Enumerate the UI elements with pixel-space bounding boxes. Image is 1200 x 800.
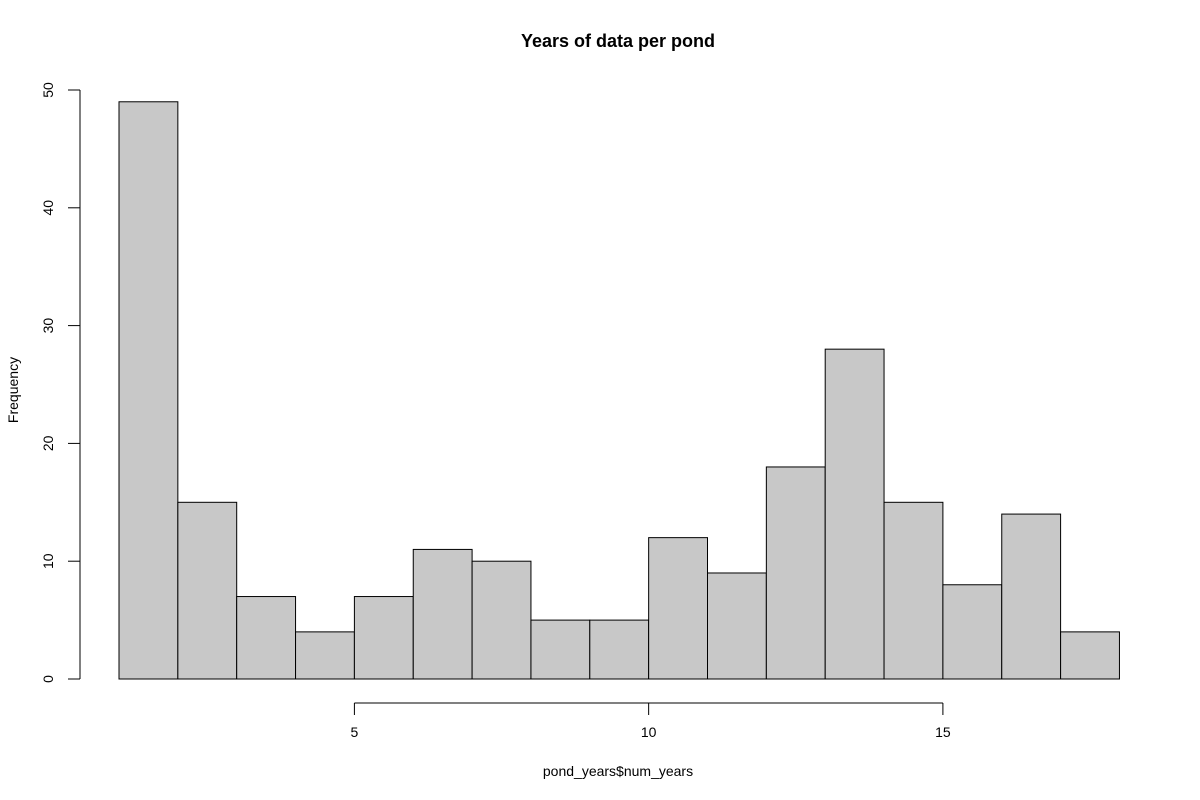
y-tick-label: 30 [40, 318, 56, 334]
histogram-bar-2 [236, 596, 297, 680]
y-tick-label: 10 [40, 553, 56, 569]
histogram-bar-10 [707, 572, 767, 680]
x-tick-label: 15 [935, 724, 951, 740]
y-axis-label: Frequency [5, 357, 21, 423]
bars-group [118, 101, 1120, 680]
y-axis: 0 10 20 30 40 50 [40, 82, 81, 683]
histogram-bar-4 [353, 596, 414, 680]
histogram-bar-11 [765, 466, 826, 680]
y-tick-label: 40 [40, 200, 56, 216]
histogram-bar-0 [118, 101, 179, 680]
y-tick-label: 20 [40, 435, 56, 451]
histogram-bar-16 [1060, 631, 1120, 680]
histogram-bar-14 [942, 584, 1003, 680]
histogram-bar-3 [295, 631, 355, 680]
x-tick-label: 10 [641, 724, 657, 740]
y-tick-label: 0 [40, 675, 56, 683]
histogram-bar-12 [824, 348, 885, 680]
chart-title: Years of data per pond [521, 31, 715, 51]
histogram-bar-8 [589, 619, 650, 680]
histogram-bar-7 [530, 619, 591, 680]
histogram-bar-6 [471, 560, 532, 680]
x-axis-label: pond_years$num_years [543, 763, 693, 779]
x-tick-label: 5 [351, 724, 359, 740]
y-tick-label: 50 [40, 82, 56, 98]
histogram-bar-9 [648, 537, 709, 680]
histogram-bar-1 [177, 501, 238, 680]
histogram-bar-13 [883, 501, 944, 680]
histogram-bar-15 [1001, 513, 1062, 680]
x-axis: 5 10 15 [351, 702, 951, 740]
histogram-bar-5 [412, 548, 473, 680]
